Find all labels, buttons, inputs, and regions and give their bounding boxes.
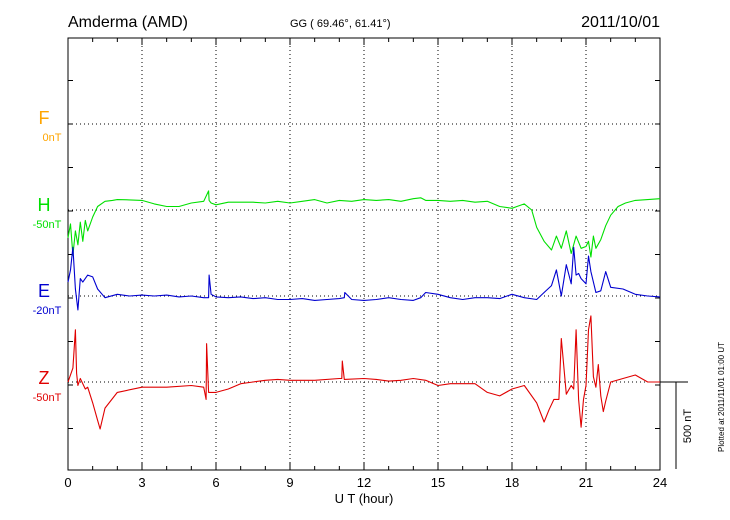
x-tick-label: 6: [212, 475, 219, 490]
x-tick-label: 12: [357, 475, 371, 490]
offset-F: 0nT: [43, 132, 62, 144]
offset-H: -50nT: [33, 219, 62, 231]
station-title: Amderma (AMD): [68, 14, 188, 31]
series-lines: [67, 190, 661, 430]
series-line-Z: [67, 315, 660, 430]
grid-lines: [68, 38, 660, 470]
axis-ticks: [67, 38, 661, 470]
x-tick-label: 15: [431, 475, 445, 490]
chart-date: 2011/10/01: [581, 14, 660, 31]
x-tick-label: 3: [138, 475, 145, 490]
x-tick-labels: 0 3 6 9 12 15 18 21 24: [64, 475, 667, 490]
plot-timestamp: Plotted at 2011/11/01 01:00 UT: [717, 342, 726, 452]
offset-Z: -50nT: [33, 392, 62, 404]
station-coordinates: GG ( 69.46°, 61.41°): [290, 18, 391, 30]
label-Z: Z: [39, 368, 50, 388]
x-axis-label: U T (hour): [335, 491, 394, 506]
label-F: F: [39, 108, 50, 128]
x-tick-label: 0: [64, 475, 71, 490]
offset-E: -20nT: [33, 305, 62, 317]
label-E: E: [38, 281, 50, 301]
x-tick-label: 21: [579, 475, 593, 490]
label-H: H: [38, 195, 51, 215]
x-tick-label: 18: [505, 475, 519, 490]
series-line-H: [67, 190, 661, 258]
series-line-E: [67, 246, 661, 311]
x-tick-label: 9: [286, 475, 293, 490]
scale-bar-label: 500 nT: [682, 409, 694, 444]
x-tick-label: 24: [653, 475, 667, 490]
